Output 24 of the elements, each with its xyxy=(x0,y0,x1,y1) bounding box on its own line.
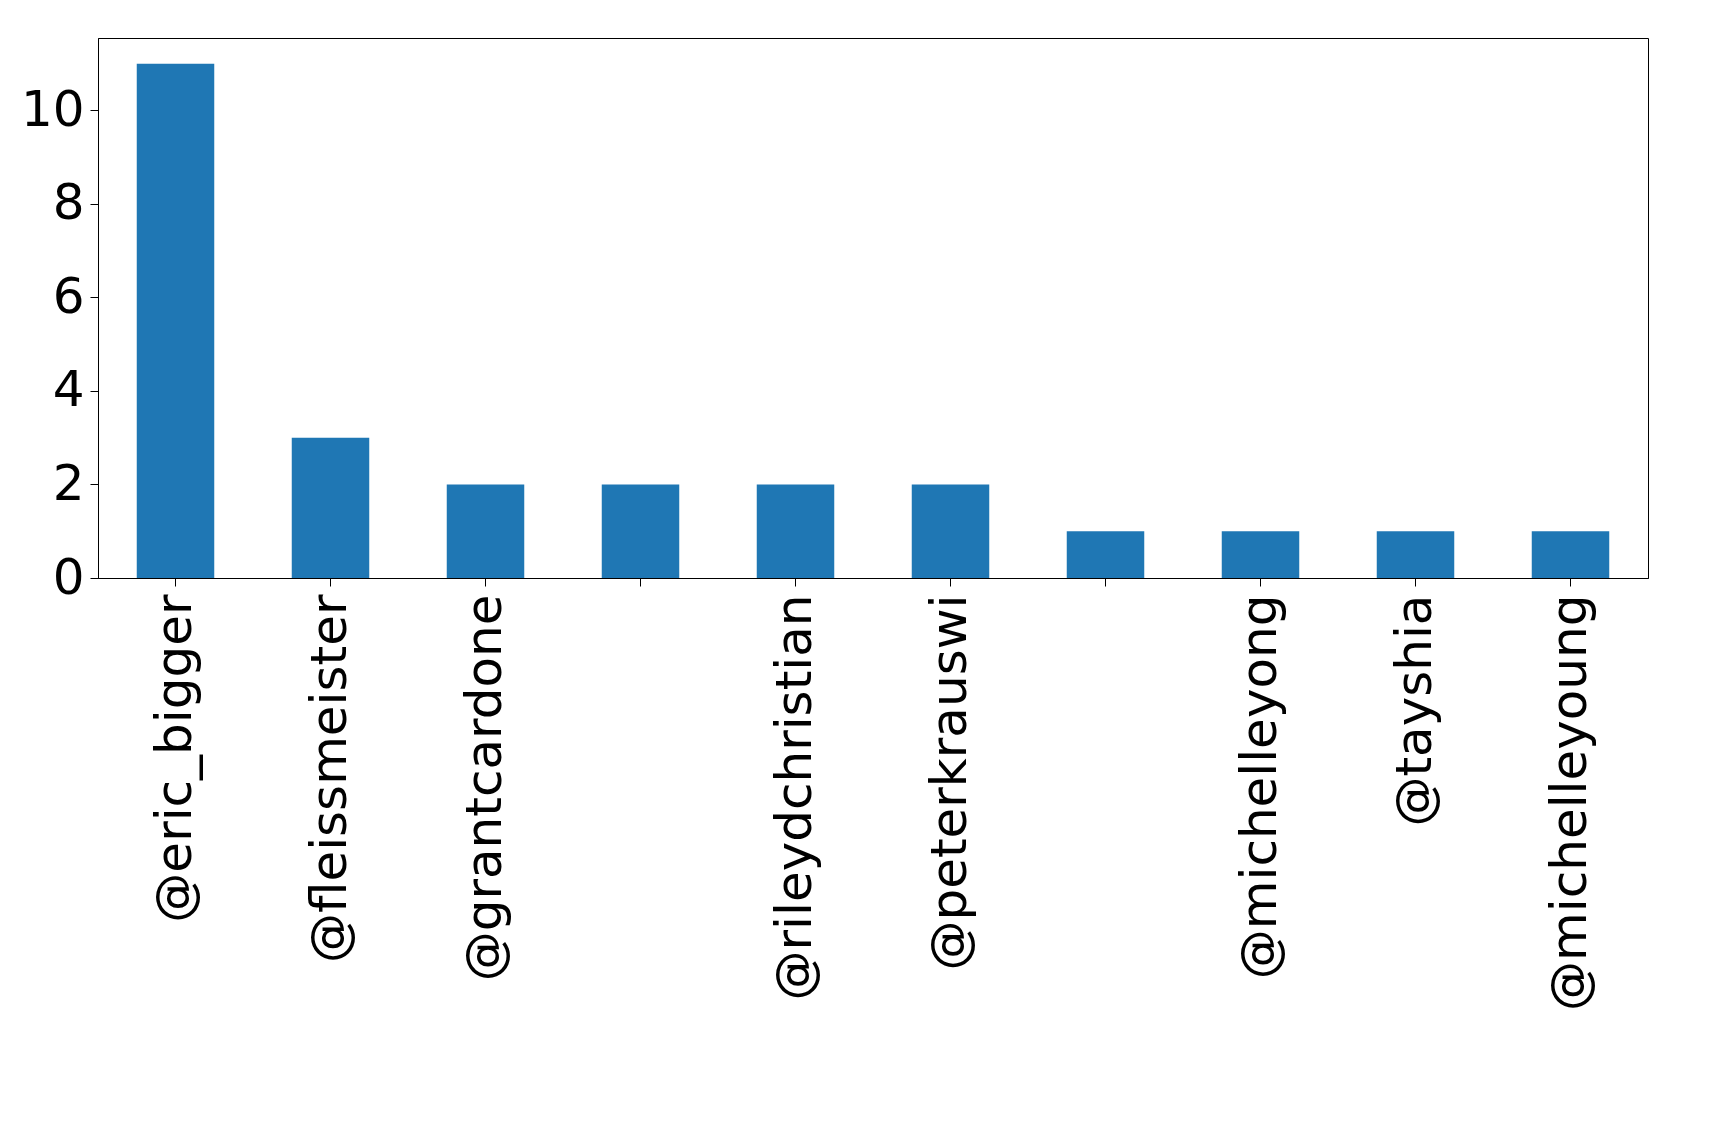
x-tick-label: @michelleyong xyxy=(1229,594,1288,980)
y-tick-label: 4 xyxy=(52,360,85,419)
bar xyxy=(1221,531,1300,578)
bar xyxy=(291,437,370,578)
x-tick-label: @tayshia xyxy=(1384,594,1443,827)
bar xyxy=(601,484,680,578)
y-tick-label: 0 xyxy=(52,547,85,606)
y-tick-label: 8 xyxy=(52,173,85,232)
bar xyxy=(1066,531,1145,578)
bar xyxy=(756,484,835,578)
bar xyxy=(136,63,215,578)
bar xyxy=(1376,531,1455,578)
x-tick-label: @peterkrauswi xyxy=(919,594,978,971)
y-tick-label: 6 xyxy=(52,266,85,325)
x-tick-label: @rileydchristian xyxy=(764,594,823,1001)
bar xyxy=(1531,531,1610,578)
x-tick-label: @michelleyoung xyxy=(1539,594,1598,1011)
y-tick-label: 10 xyxy=(20,79,85,138)
bar xyxy=(446,484,525,578)
bar xyxy=(911,484,990,578)
x-tick-label: @fleissmeister xyxy=(299,594,358,964)
y-tick-label: 2 xyxy=(52,453,85,512)
x-tick-label: @eric_bigger xyxy=(144,594,203,923)
x-tick-label: @grantcardone xyxy=(454,594,513,982)
